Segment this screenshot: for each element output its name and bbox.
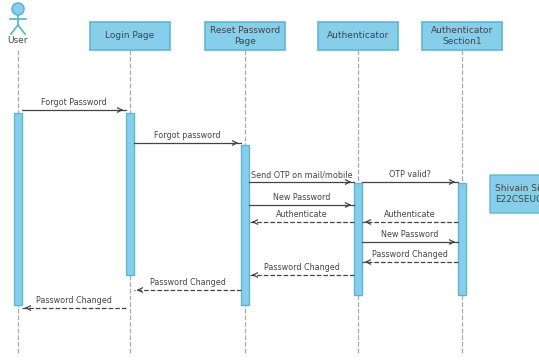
- FancyBboxPatch shape: [422, 22, 502, 50]
- FancyBboxPatch shape: [318, 22, 398, 50]
- FancyBboxPatch shape: [14, 113, 22, 305]
- Polygon shape: [490, 175, 539, 213]
- Text: Authenticator
Section1: Authenticator Section1: [431, 26, 493, 46]
- Text: OTP valid?: OTP valid?: [389, 170, 431, 179]
- Text: Authenticator: Authenticator: [327, 31, 389, 40]
- Text: Shivain Singh
E22CSEU0294: Shivain Singh E22CSEU0294: [495, 184, 539, 204]
- Text: Reset Password
Page: Reset Password Page: [210, 26, 280, 46]
- Text: Forgot password: Forgot password: [154, 131, 221, 140]
- Text: Password Changed: Password Changed: [372, 250, 448, 259]
- Circle shape: [12, 3, 24, 15]
- FancyBboxPatch shape: [458, 183, 466, 295]
- Text: Login Page: Login Page: [106, 31, 155, 40]
- Text: Send OTP on mail/mobile: Send OTP on mail/mobile: [251, 170, 353, 179]
- Text: New Password: New Password: [381, 230, 439, 239]
- Text: Authenticate: Authenticate: [384, 210, 436, 219]
- FancyBboxPatch shape: [90, 22, 170, 50]
- Text: New Password: New Password: [273, 193, 330, 202]
- FancyBboxPatch shape: [354, 183, 362, 295]
- FancyBboxPatch shape: [126, 113, 134, 275]
- Text: Password Changed: Password Changed: [36, 296, 112, 305]
- Text: Authenticate: Authenticate: [275, 210, 327, 219]
- Text: Forgot Password: Forgot Password: [41, 98, 107, 107]
- Text: Password Changed: Password Changed: [264, 263, 340, 272]
- FancyBboxPatch shape: [205, 22, 285, 50]
- Text: Password Changed: Password Changed: [149, 278, 225, 287]
- FancyBboxPatch shape: [241, 145, 249, 305]
- Text: User: User: [8, 36, 28, 45]
